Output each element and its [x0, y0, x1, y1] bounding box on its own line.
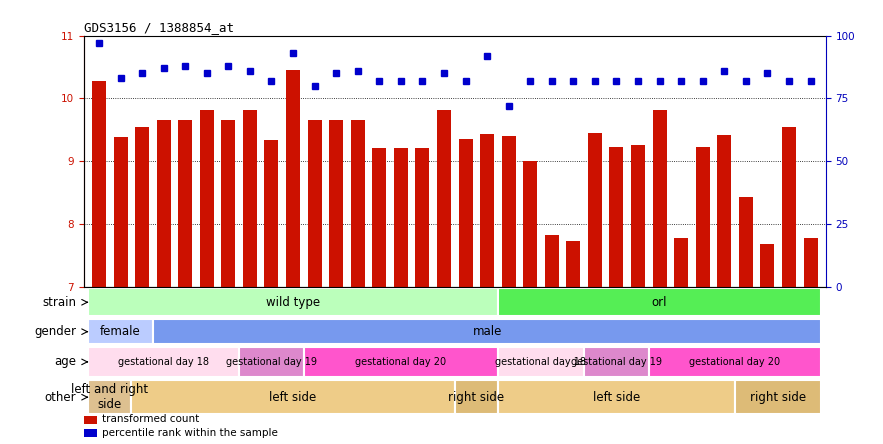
Bar [458, 139, 472, 286]
Text: right side: right side [449, 391, 504, 404]
Bar [588, 133, 602, 286]
Bar [200, 110, 214, 286]
Text: percentile rank within the sample: percentile rank within the sample [102, 428, 278, 438]
Bar [502, 136, 516, 286]
Bar [545, 235, 559, 286]
Bar [114, 137, 127, 286]
Bar [631, 145, 645, 286]
Bar [132, 380, 455, 414]
Bar [437, 110, 451, 286]
Bar [88, 347, 239, 377]
Bar [717, 135, 731, 286]
Text: orl: orl [652, 296, 668, 309]
Text: male: male [472, 325, 502, 338]
Bar [696, 147, 710, 286]
Bar [653, 110, 667, 286]
Text: GDS3156 / 1388854_at: GDS3156 / 1388854_at [84, 21, 234, 34]
Bar [394, 148, 408, 286]
Text: gender: gender [34, 325, 77, 338]
Bar [88, 380, 132, 414]
Text: strain: strain [42, 296, 77, 309]
Bar [88, 319, 153, 344]
Bar [304, 347, 498, 377]
Bar [373, 148, 386, 286]
Text: right side: right side [750, 391, 806, 404]
Bar [88, 288, 498, 317]
Bar [84, 429, 97, 437]
Bar [455, 380, 498, 414]
Bar [178, 120, 192, 286]
Bar [222, 120, 236, 286]
Bar [351, 120, 365, 286]
Bar [239, 347, 304, 377]
Bar [735, 380, 821, 414]
Bar [760, 244, 774, 286]
Bar [498, 347, 585, 377]
Text: left side: left side [592, 391, 640, 404]
Bar [609, 147, 623, 286]
Text: gestational day 18: gestational day 18 [118, 357, 209, 367]
Bar [265, 140, 278, 286]
Bar [286, 70, 300, 286]
Bar [135, 127, 149, 286]
Text: female: female [100, 325, 141, 338]
Bar [92, 81, 106, 286]
Bar [524, 161, 537, 286]
Bar [498, 380, 735, 414]
Bar [566, 242, 580, 286]
Bar [415, 148, 429, 286]
Text: age: age [55, 355, 77, 369]
Text: left side: left side [269, 391, 317, 404]
Text: gestational day 18: gestational day 18 [495, 357, 586, 367]
Bar [243, 110, 257, 286]
Bar [84, 415, 97, 424]
Bar [329, 120, 343, 286]
Bar [804, 238, 818, 286]
Bar [782, 127, 796, 286]
Bar [674, 238, 688, 286]
Text: left and right
side: left and right side [72, 383, 148, 411]
Bar [585, 347, 649, 377]
Text: wild type: wild type [266, 296, 321, 309]
Text: transformed count: transformed count [102, 414, 200, 424]
Text: other: other [45, 391, 77, 404]
Text: gestational day 20: gestational day 20 [355, 357, 447, 367]
Bar [480, 134, 494, 286]
Text: gestational day 20: gestational day 20 [690, 357, 781, 367]
Bar [739, 198, 753, 286]
Bar [307, 120, 321, 286]
Text: gestational day 19: gestational day 19 [571, 357, 662, 367]
Bar [156, 120, 170, 286]
Bar [498, 288, 821, 317]
Text: gestational day 19: gestational day 19 [226, 357, 317, 367]
Bar [649, 347, 821, 377]
